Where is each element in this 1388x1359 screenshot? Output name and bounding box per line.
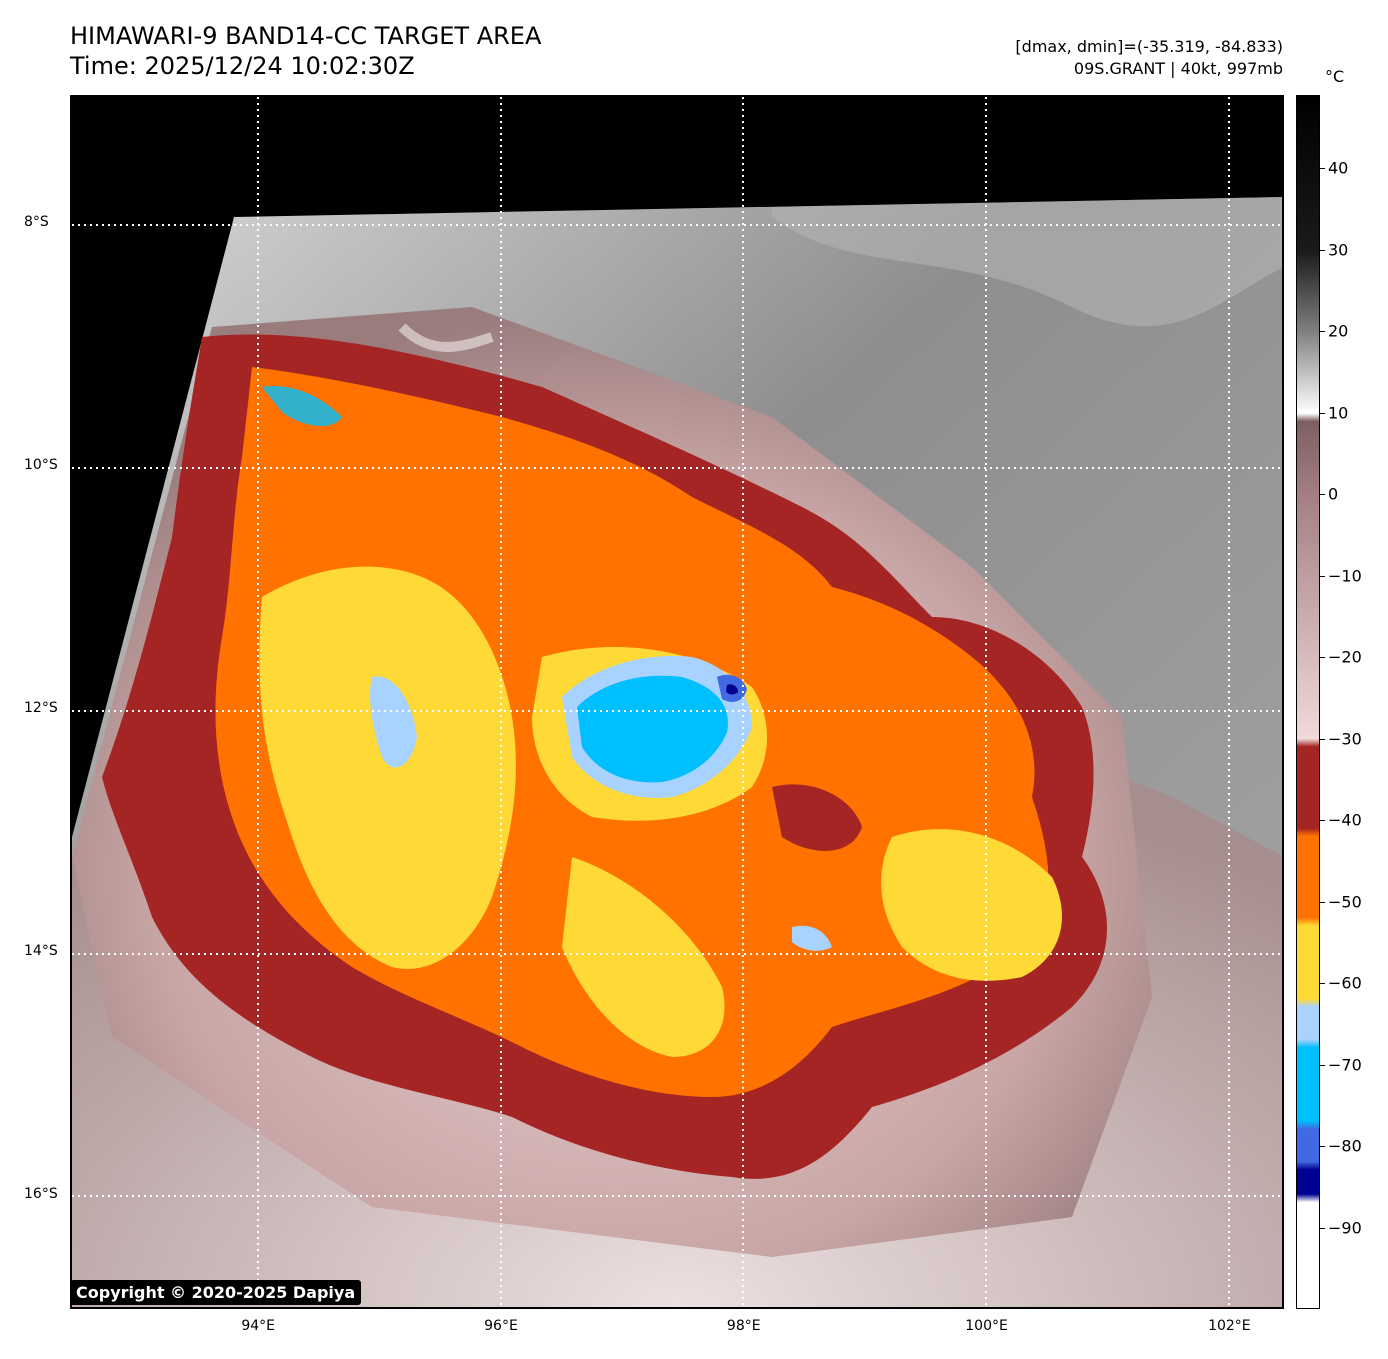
colorbar-unit: °C [1325,67,1345,86]
colorbar-tick-label: −60 [1328,973,1362,993]
colorbar-tick-label: −40 [1328,810,1362,830]
copyright-notice: Copyright © 2020-2025 Dapiya [70,1280,362,1305]
colorbar-tick [1320,738,1325,740]
storm-info: 09S.GRANT | 40kt, 997mb [1073,59,1283,78]
lon-label: 102°E [1208,1318,1251,1334]
cloud-shield [102,334,1107,1179]
lat-label: 8°S [24,214,49,231]
colorbar-tick [1320,1146,1325,1148]
lon-label: 98°E [726,1318,761,1334]
lon-label: 100°E [965,1318,1008,1334]
colorbar-tick [1320,412,1325,414]
colorbar-tick-label: −50 [1328,892,1362,912]
colorbar-tick [1320,820,1325,822]
colorbar-tick [1320,1064,1325,1066]
colorbar-tick-label: 40 [1328,158,1349,178]
colorbar-tick-label: 10 [1328,403,1349,423]
satellite-map [70,95,1284,1309]
colorbar-tick [1320,249,1325,251]
lat-label: 14°S [24,942,58,959]
colorbar-tick-label: −10 [1328,566,1362,586]
graticule [72,97,1282,1307]
colorbar-tick [1320,657,1325,659]
colorbar-tick-label: −30 [1328,729,1362,749]
chart-time: Time: 2025/12/24 10:02:30Z [70,52,415,80]
colorbar-tick-label: −90 [1328,1218,1362,1238]
lat-label: 10°S [24,457,58,474]
colorbar-tick-label: −80 [1328,1136,1362,1156]
lat-label: 12°S [24,700,58,717]
lat-label: 16°S [24,1185,58,1202]
colorbar-tick-label: 20 [1328,321,1349,341]
colorbar-tick-label: 0 [1328,484,1339,504]
colorbar-tick [1320,168,1325,170]
colorbar-tick-label: −20 [1328,647,1362,667]
chart-title: HIMAWARI-9 BAND14-CC TARGET AREA [70,22,542,50]
lon-label: 94°E [241,1318,275,1334]
dmax-dmin-readout: [dmax, dmin]=(-35.319, -84.833) [1015,37,1283,56]
colorbar-tick-label: −70 [1328,1055,1362,1075]
colorbar-tick [1320,494,1325,496]
lon-label: 96°E [484,1318,518,1334]
colorbar-tick [1320,331,1325,333]
colorbar-tick [1320,575,1325,577]
colorbar-tick [1320,901,1325,903]
colorbar-tick [1320,983,1325,985]
colorbar [1296,95,1320,1309]
colorbar-tick [1320,1227,1325,1229]
colorbar-tick-label: 30 [1328,240,1349,260]
